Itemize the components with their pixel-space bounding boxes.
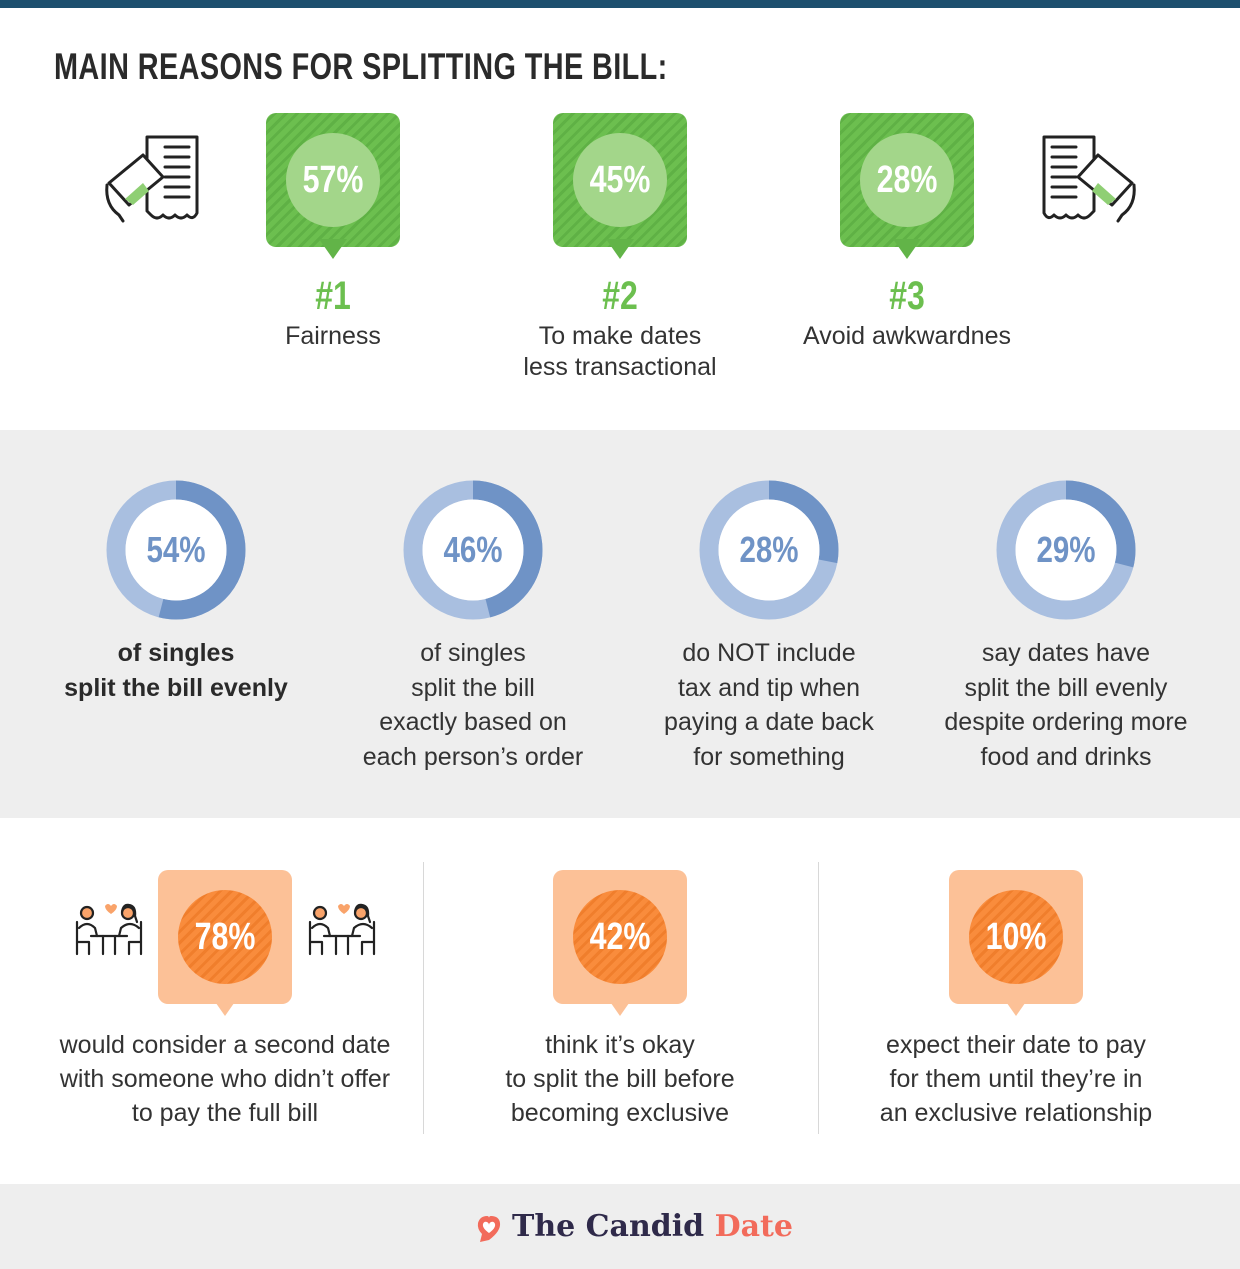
donut-percentage: 28% bbox=[739, 529, 799, 570]
column-divider bbox=[818, 862, 819, 1134]
stat-caption-line: to pay the full bill bbox=[131, 1099, 319, 1127]
donut-value-arc bbox=[996, 480, 1136, 620]
donut-chart bbox=[996, 480, 1136, 620]
donut-caption-line: split the bill evenly bbox=[964, 673, 1168, 702]
stat-caption-line: to split the bill before bbox=[505, 1065, 735, 1093]
reason-pin: 45% bbox=[553, 113, 687, 259]
stat-pin: 78% bbox=[158, 870, 292, 1016]
top-bar bbox=[0, 0, 1240, 8]
reason-label-line: Fairness bbox=[285, 322, 381, 350]
stat-caption-line: think it’s okay bbox=[545, 1031, 695, 1059]
donut-center bbox=[422, 499, 524, 601]
brand-name: The Candid Date bbox=[512, 1209, 793, 1244]
reason-pin: 28% bbox=[840, 113, 974, 259]
stat-caption: expect their date to pay for them until … bbox=[846, 1028, 1186, 1130]
donut-center bbox=[125, 499, 227, 601]
column-divider bbox=[423, 862, 424, 1134]
stat-percentage: 10% bbox=[985, 916, 1047, 958]
donut-caption: say dates have split the bill evenly des… bbox=[921, 636, 1211, 774]
brand-main: The Candid bbox=[512, 1209, 715, 1244]
reason-label: Fairness bbox=[193, 321, 473, 352]
stat-caption-line: an exclusive relationship bbox=[879, 1099, 1153, 1127]
reason-label: To make dates less transactional bbox=[480, 321, 760, 383]
donut-caption-line: tax and tip when bbox=[677, 673, 861, 702]
reason-label: Avoid awkwardnes bbox=[767, 321, 1047, 352]
reason-label-line: Avoid awkwardnes bbox=[803, 322, 1011, 350]
donut-value-arc bbox=[106, 480, 246, 620]
donut-caption-line: despite ordering more bbox=[944, 708, 1188, 736]
reason-label-line: less transactional bbox=[523, 353, 717, 381]
stat-caption: would consider a second date with someon… bbox=[55, 1028, 395, 1130]
donut-chart bbox=[106, 480, 246, 620]
stat-caption-line: would consider a second date bbox=[59, 1031, 391, 1059]
reason-rank: #1 bbox=[315, 274, 351, 318]
donut-percentage: 46% bbox=[443, 529, 503, 570]
donut-percentage: 54% bbox=[146, 529, 206, 570]
donut-caption-line: paying a date back bbox=[664, 708, 874, 736]
receipt-card-icon bbox=[105, 135, 199, 223]
page-title: MAIN REASONS FOR SPLITTING THE BILL: bbox=[54, 46, 668, 87]
donut-caption: of singles split the bill exactly based … bbox=[328, 636, 618, 774]
donut-caption-line: say dates have bbox=[981, 639, 1151, 667]
donut-caption-line: food and drinks bbox=[980, 742, 1152, 771]
donut-center bbox=[718, 499, 820, 601]
stat-pin: 10% bbox=[949, 870, 1083, 1016]
donut-caption-line: of singles bbox=[420, 639, 526, 667]
stat-percentage: 42% bbox=[589, 916, 651, 958]
reason-percentage: 28% bbox=[876, 159, 938, 201]
stat-percentage: 78% bbox=[194, 916, 256, 958]
stat-pin: 42% bbox=[553, 870, 687, 1016]
stat-caption: think it’s okay to split the bill before… bbox=[450, 1028, 790, 1130]
reason-percentage: 57% bbox=[302, 159, 364, 201]
stat-caption-line: with someone who didn’t offer bbox=[59, 1065, 391, 1093]
donut-caption: do NOT include tax and tip when paying a… bbox=[624, 636, 914, 774]
reason-pin: 57% bbox=[266, 113, 400, 259]
donut-caption-line: each person’s order bbox=[362, 742, 584, 771]
donut-chart bbox=[699, 480, 839, 620]
donut-center bbox=[1015, 499, 1117, 601]
stat-caption-line: expect their date to pay bbox=[886, 1031, 1146, 1059]
couple-dinner-icon bbox=[75, 903, 143, 956]
donut-value-arc bbox=[403, 480, 543, 620]
donut-caption-line: for something bbox=[693, 742, 845, 771]
donut-caption-line: split the bill bbox=[411, 673, 535, 702]
reason-rank: #2 bbox=[602, 274, 638, 318]
donut-caption: of singles split the bill evenly bbox=[31, 636, 321, 705]
stat-caption-line: becoming exclusive bbox=[510, 1099, 730, 1127]
donut-caption-line: exactly based on bbox=[379, 708, 567, 736]
donut-chart bbox=[403, 480, 543, 620]
reason-percentage: 45% bbox=[589, 159, 651, 201]
brand-accent: Date bbox=[714, 1209, 793, 1244]
donut-percentage: 29% bbox=[1036, 529, 1096, 570]
donut-value-arc bbox=[699, 480, 839, 620]
donut-caption-line: of singles bbox=[117, 639, 235, 667]
donut-caption-line: do NOT include bbox=[682, 639, 856, 667]
couple-dinner-icon bbox=[308, 903, 376, 956]
reason-rank: #3 bbox=[889, 274, 925, 318]
heart-logo-icon bbox=[477, 1216, 501, 1242]
receipt-card-icon bbox=[1042, 135, 1136, 223]
stat-caption-line: for them until they’re in bbox=[889, 1065, 1143, 1093]
donut-caption-line: split the bill evenly bbox=[64, 673, 288, 702]
reason-label-line: To make dates bbox=[538, 322, 702, 350]
footer bbox=[0, 1184, 1240, 1269]
